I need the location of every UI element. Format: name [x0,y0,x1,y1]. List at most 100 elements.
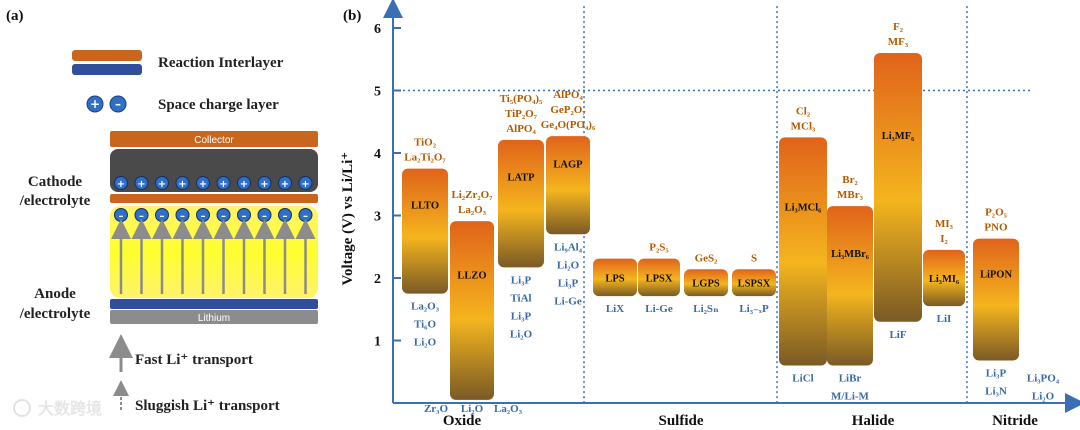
bar-8 [779,137,827,366]
svg-text:+: + [219,179,227,190]
bar-label: LLZO [457,270,486,281]
oxidation-product-label: AlPO₄ [553,89,583,101]
oxidation-product-label: MBr₃ [837,189,864,201]
anode-label: Anode [34,286,76,302]
reduction-product-label: Li₂O [557,259,580,271]
reduction-product-label: Li₃P [511,310,532,322]
plus-charge-icon [114,176,128,190]
y-tick-label: 4 [374,147,381,162]
anode-electrolyte-label: /electrolyte [19,306,91,322]
plus-charge-icon [216,176,231,190]
oxidation-product-label: MF₃ [888,36,909,48]
oxidation-product-label: MCl₃ [791,120,816,132]
reduction-product-label: Li-Ge [554,295,582,307]
svg-text:–: – [262,211,267,222]
panel-b-tag: (b) [343,8,361,24]
reduction-product-label: Li₂O [414,337,437,349]
svg-text:–: – [242,211,247,222]
bar-label: LPS [605,273,624,284]
svg-text:–: – [119,211,124,222]
lithium-layer [110,310,318,324]
oxidation-product-label: P₂O₅ [985,207,1008,219]
bar-12 [973,238,1019,361]
legend-space-charge-label: Space charge layer [158,97,279,113]
bar-2 [498,139,544,268]
plus-charge-icon [237,176,251,190]
reduction-product-label: LiCl [792,373,813,385]
plus-charge-icon [278,176,292,190]
bar-label: LATP [507,173,535,184]
oxidation-product-label: La₂Ti₂O₇ [404,152,446,164]
reduction-product-label: Li₃P [558,277,579,289]
bar-label: LSPSX [738,279,771,290]
y-tick-label: 3 [374,210,381,225]
transport-arrows [111,219,316,294]
battery-stack: Collector + + + + + + + + + + – – – – – – – – – – Lithium [110,131,318,324]
reduction-product-label: LiI [937,313,952,325]
bar-3 [546,136,590,235]
plus-charge-icon [86,95,104,113]
oxidation-product-label: PNO [984,222,1008,234]
plus-charge-icon [134,176,149,190]
legend-reaction-interlayer-label: Reaction Interlayer [158,55,284,71]
x-category-label: Oxide [443,413,482,429]
collector-layer [110,131,318,147]
svg-text:+: + [281,179,289,190]
oxidation-product-label: La₂O₃ [458,204,487,216]
plus-charge-icon [196,176,210,190]
x-category-label: Nitride [992,413,1038,429]
svg-text:+: + [240,179,248,190]
watermark-text: 大数跨境 [38,399,102,418]
svg-text:+: + [260,179,268,190]
plus-charge-icon [298,176,313,190]
plus-charge-icon [257,176,272,190]
reduction-product-label: Li₃N [985,386,1007,398]
legend-orange-swatch [72,50,142,61]
oxidation-product-label: Li₂Zr₂O₇ [451,189,493,201]
svg-text:+: + [301,179,309,190]
svg-text:+: + [158,179,166,190]
svg-text:–: – [115,97,121,111]
plus-charge-icon [175,176,190,190]
y-axis-label: Voltage (V) vs Li/Li⁺ [340,152,356,286]
svg-text:–: – [283,211,288,222]
reduction-product-label: Li₃₋ₓP [739,303,769,315]
svg-text:+: + [137,179,145,190]
reduction-product-label: La₂O₃ [411,301,440,313]
oxidation-product-label: Ti₅(PO₄)₅ [500,93,543,105]
panel-b: (b) 1 2 3 4 5 6 Voltage (V) vs Li/Li⁺ Oxide Sulf… [340,0,1080,429]
reduction-product-label: Li-Ge [645,303,673,315]
x-category-label: Halide [852,413,895,429]
y-tick-label: 5 [374,85,381,100]
collector-label: Collector [194,135,234,146]
bar-label: Li₃MBr₆ [831,249,869,260]
lower-space-charge-row: – – – – – – – – – – [114,208,313,222]
oxidation-product-label: I₂ [940,233,948,245]
svg-text:+: + [117,179,125,190]
panel-a: (a) Reaction Interlayer + – Space charge… [6,8,318,418]
bar-label: Li₃MF₆ [882,131,915,142]
reduction-product-label: TiAl [510,292,531,304]
watermark: 大数跨境 [13,399,102,418]
svg-text:–: – [221,211,226,222]
bar-10 [874,53,922,322]
oxidation-product-label: AlPO₄ [506,123,536,135]
watermark-icon [13,399,31,417]
oxidation-product-label: Cl₂ [796,105,811,117]
fast-transport-label: Fast Li⁺ transport [135,352,253,368]
y-tick-label: 6 [374,22,381,37]
bar-label: LPSX [646,273,673,284]
y-tick-label: 2 [374,272,381,287]
y-tick-label: 1 [374,335,381,350]
svg-text:–: – [180,211,185,222]
bar-label: LLTO [411,201,439,212]
reduction-product-label: Li₂Sₙ [693,303,719,315]
cathode-label: Cathode [28,174,83,190]
upper-space-charge-row: + + + + + + + + + + [114,176,313,190]
bar-0 [402,168,448,294]
lithium-label: Lithium [198,313,230,324]
bar-label: Li₃MCl₆ [785,202,822,213]
oxidation-product-label: F₂ [893,21,904,33]
anode-interlayer [110,299,318,309]
reduction-product-label: Zr₃O [424,403,449,415]
